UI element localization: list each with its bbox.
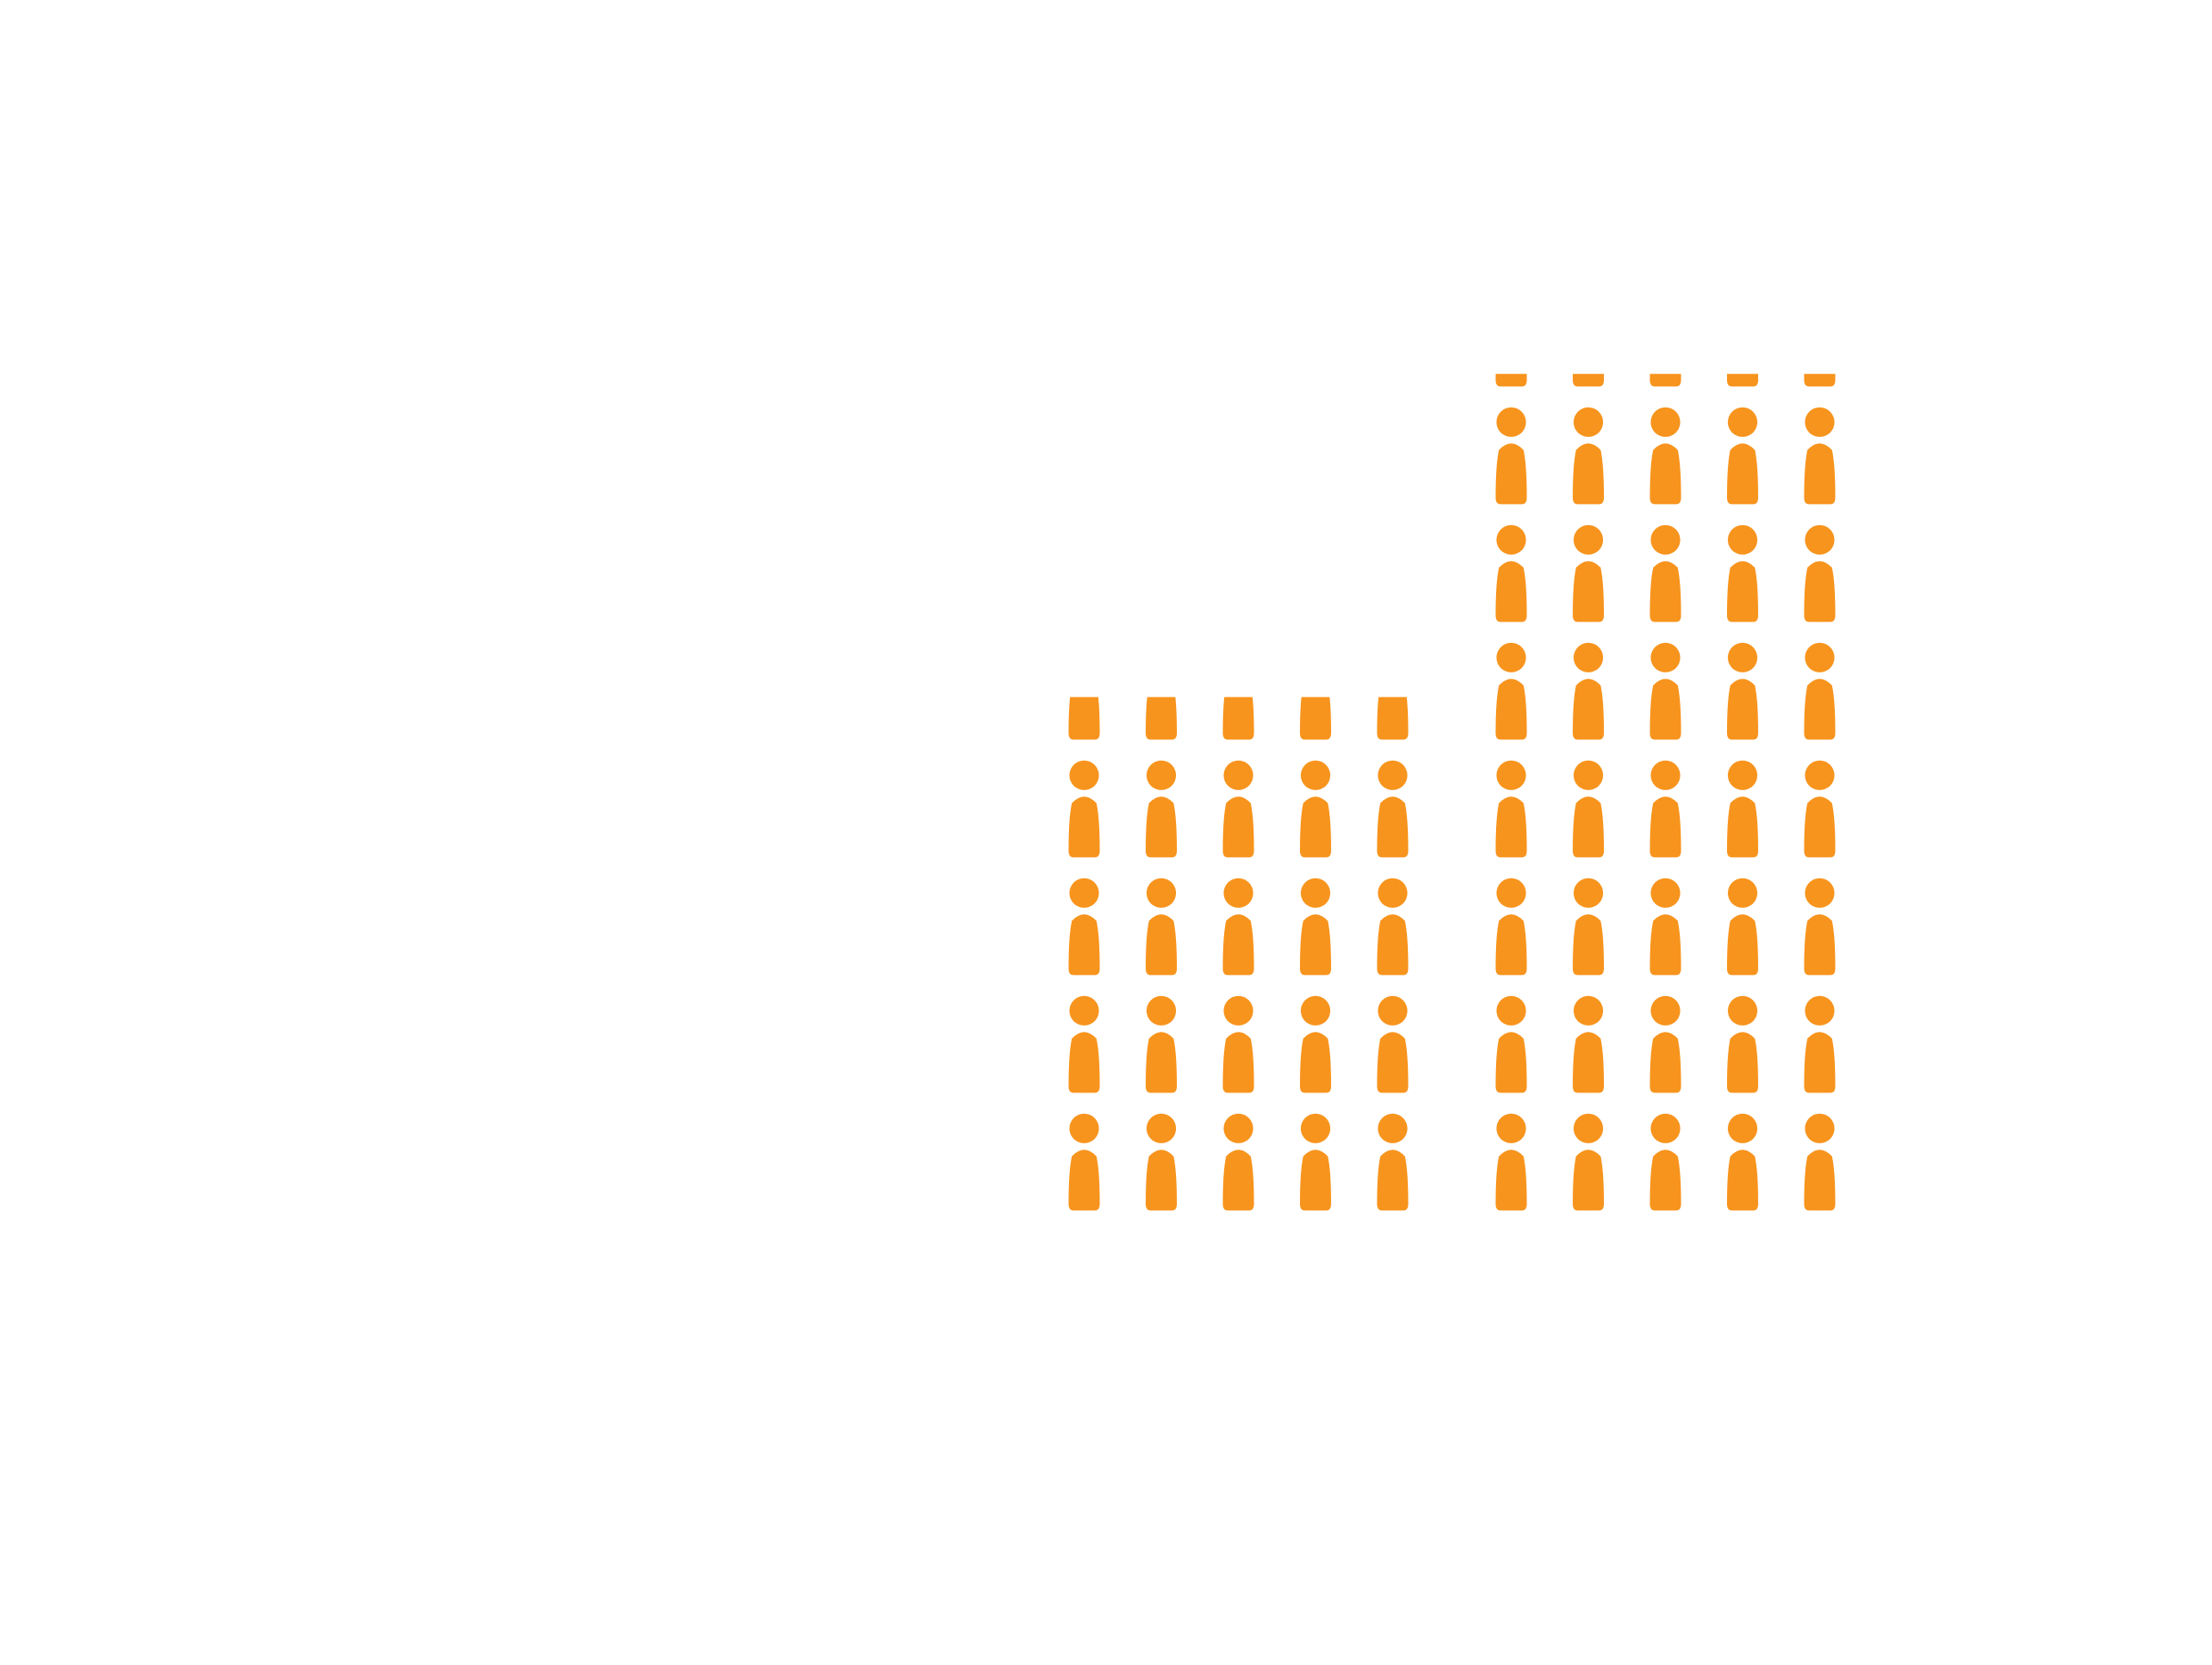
- person-icon: [1495, 1113, 1527, 1211]
- person-icon: [1727, 524, 1758, 622]
- person-icon: [1495, 878, 1527, 976]
- person-icon: [1804, 1113, 1836, 1211]
- person-icon: [1649, 524, 1682, 622]
- person-icon-partial: [1573, 374, 1604, 387]
- person-icon: [1222, 995, 1254, 1093]
- person-icon: [1377, 760, 1409, 858]
- person-icon: [1573, 407, 1604, 505]
- person-icon: [1300, 878, 1331, 976]
- person-icon: [1146, 995, 1177, 1093]
- person-icon: [1300, 1113, 1331, 1211]
- person-icon: [1804, 878, 1836, 976]
- person-icon: [1649, 878, 1682, 976]
- person-icon-partial: [1377, 696, 1409, 740]
- person-icon: [1727, 878, 1758, 976]
- person-icon: [1495, 524, 1527, 622]
- person-icon: [1804, 407, 1836, 505]
- person-icon: [1649, 642, 1682, 740]
- person-icon: [1727, 760, 1758, 858]
- person-icon-partial: [1222, 696, 1254, 740]
- plot-area: [1068, 374, 1836, 1211]
- person-icon: [1649, 407, 1682, 505]
- person-icon: [1222, 1113, 1254, 1211]
- person-icon: [1649, 1113, 1682, 1211]
- person-icon: [1300, 760, 1331, 858]
- person-icon: [1804, 760, 1836, 858]
- person-icon: [1727, 1113, 1758, 1211]
- person-icon-partial: [1495, 374, 1527, 387]
- person-icon: [1495, 642, 1527, 740]
- pictograph-group-1: [1068, 696, 1409, 1211]
- person-icon-partial: [1146, 696, 1177, 740]
- person-icon-partial: [1649, 374, 1682, 387]
- person-icon: [1727, 995, 1758, 1093]
- person-icon: [1649, 995, 1682, 1093]
- person-icon: [1573, 642, 1604, 740]
- person-icon: [1573, 878, 1604, 976]
- person-icon: [1649, 760, 1682, 858]
- person-icon: [1727, 642, 1758, 740]
- person-icon: [1377, 1113, 1409, 1211]
- person-icon: [1495, 407, 1527, 505]
- person-icon-partial: [1300, 696, 1331, 740]
- person-icon-partial: [1068, 696, 1100, 740]
- person-icon: [1222, 760, 1254, 858]
- person-icon: [1573, 760, 1604, 858]
- person-icon: [1068, 995, 1100, 1093]
- person-icon: [1804, 995, 1836, 1093]
- person-icon: [1068, 878, 1100, 976]
- person-icon: [1300, 995, 1331, 1093]
- person-icon-partial: [1804, 374, 1836, 387]
- person-icon: [1146, 878, 1177, 976]
- person-icon-partial: [1727, 374, 1758, 387]
- person-icon: [1495, 995, 1527, 1093]
- pictograph-group-2: [1495, 374, 1836, 1211]
- person-icon: [1222, 878, 1254, 976]
- person-icon: [1727, 407, 1758, 505]
- person-icon: [1804, 642, 1836, 740]
- person-icon: [1573, 1113, 1604, 1211]
- person-icon: [1146, 760, 1177, 858]
- person-icon: [1377, 878, 1409, 976]
- person-icon: [1068, 1113, 1100, 1211]
- person-icon: [1377, 995, 1409, 1093]
- person-icon: [1573, 524, 1604, 622]
- person-icon: [1068, 760, 1100, 858]
- person-icon: [1146, 1113, 1177, 1211]
- person-icon: [1495, 760, 1527, 858]
- person-icon: [1804, 524, 1836, 622]
- person-icon: [1573, 995, 1604, 1093]
